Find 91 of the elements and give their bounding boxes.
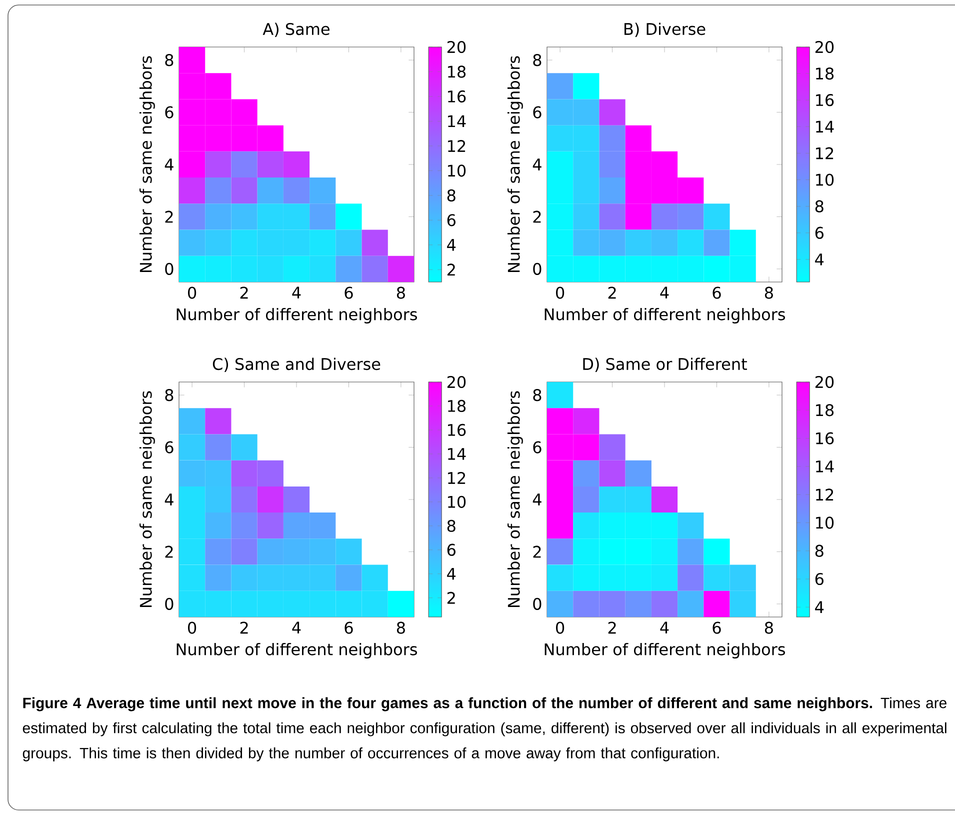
color-bar-label: 18 (448, 400, 466, 412)
x-tick-label: 0 (556, 286, 564, 299)
color-bar-label: 8 (447, 189, 456, 202)
color-bar-label: 14 (816, 120, 834, 132)
x-tick-label: 8 (396, 286, 405, 299)
x-tick-label: 2 (240, 286, 248, 299)
x-tick-label: 2 (608, 286, 616, 299)
color-bar-label: 10 (816, 516, 834, 529)
y-axis-title: Number of same neighbors (507, 56, 523, 272)
color-bar-label: 6 (815, 572, 824, 586)
color-bar-label: 4 (447, 568, 456, 580)
y-tick-label: 6 (533, 106, 542, 118)
y-axis-title: Number of same neighbors (507, 391, 523, 607)
x-tick-label: 8 (764, 622, 773, 634)
x-tick-label: 6 (712, 622, 721, 634)
y-tick-label: 0 (533, 598, 542, 610)
x-tick-label: 6 (344, 286, 353, 299)
color-bar-label: 10 (448, 164, 466, 177)
x-tick-label: 4 (292, 286, 301, 298)
y-tick-label: 4 (164, 494, 174, 506)
x-axis-title: Number of different neighbors (176, 642, 417, 658)
x-tick-label: 2 (608, 622, 616, 634)
color-bar-label: 12 (816, 147, 834, 160)
color-bar-label: 20 (447, 376, 466, 388)
color-bar-label: 16 (816, 432, 834, 444)
chart-title: D) Same or Different (583, 358, 747, 372)
x-tick-label: 0 (188, 622, 196, 634)
color-bar-label: 20 (815, 376, 834, 388)
x-axis-title: Number of different neighbors (544, 642, 785, 658)
color-bar-label: 10 (448, 496, 466, 508)
color-bar-label: 8 (815, 544, 824, 557)
color-bar-label: 2 (447, 592, 455, 604)
y-tick-label: 2 (533, 546, 541, 558)
x-tick-label: 2 (240, 622, 248, 634)
color-bar-label: 12 (816, 488, 834, 501)
x-tick-label: 0 (188, 286, 196, 299)
color-bar-label: 16 (448, 90, 466, 103)
x-tick-label: 8 (396, 622, 405, 634)
color-bar-label: 12 (448, 472, 466, 484)
y-tick-label: 6 (533, 441, 542, 454)
y-tick-label: 2 (165, 546, 173, 558)
color-bar-label: 18 (816, 404, 834, 416)
y-tick-label: 4 (532, 158, 542, 170)
y-tick-label: 6 (165, 106, 174, 118)
color-bar-label: 10 (816, 174, 834, 186)
y-tick-label: 0 (533, 262, 542, 275)
color-bar-label: 6 (815, 226, 824, 239)
chart-title: B) Diverse (624, 22, 706, 37)
color-bar-label: 6 (447, 544, 456, 556)
color-bar-label: 14 (816, 460, 834, 472)
y-tick-label: 8 (533, 54, 542, 66)
x-tick-label: 0 (556, 622, 564, 634)
text: Figure 4 Average time until next move in the four games as a function of the number of different and same neighbors. Times are estimated by first calculating the total time each neighbor configuration (same, different) is observed over all individuals in all experimental groups. This time is then divided by the number of occurrences of a move away from that configuration. (22, 697, 946, 762)
color-bar-label: 2 (447, 264, 455, 276)
y-tick-label: 4 (164, 158, 174, 170)
color-bar-label: 18 (816, 67, 834, 80)
y-tick-label: 6 (165, 441, 174, 454)
x-tick-label: 4 (292, 622, 301, 634)
y-tick-label: 8 (533, 388, 542, 402)
color-bar-label: 8 (447, 520, 456, 532)
y-axis-title: Number of same neighbors (139, 391, 155, 607)
x-axis-title: Number of different neighbors (176, 308, 417, 324)
y-tick-label: 2 (533, 210, 541, 223)
x-tick-label: 6 (712, 286, 721, 299)
color-bar-label: 8 (815, 200, 824, 212)
color-bar-label: 16 (816, 94, 834, 106)
x-axis-title: Number of different neighbors (544, 308, 785, 324)
color-bar-label: 6 (447, 214, 456, 226)
color-bar-label: 12 (448, 140, 466, 152)
color-bar-label: 20 (447, 40, 466, 54)
y-tick-label: 0 (165, 262, 174, 275)
color-bar-label: 20 (815, 40, 834, 54)
color-bar-label: 16 (448, 424, 466, 436)
color-bar-label: 14 (448, 448, 466, 460)
x-tick-label: 8 (764, 286, 773, 299)
x-tick-label: 4 (660, 286, 669, 298)
color-bar-label: 14 (448, 115, 466, 128)
x-tick-label: 6 (344, 622, 353, 634)
chart-title: C) Same and Diverse (212, 358, 380, 372)
y-tick-label: 8 (165, 388, 174, 402)
y-axis-title: Number of same neighbors (139, 56, 155, 272)
color-bar-label: 4 (447, 239, 456, 251)
chart-title: A) Same (262, 22, 330, 37)
color-bar-label: 4 (815, 601, 824, 613)
y-tick-label: 4 (532, 494, 542, 506)
y-tick-label: 8 (165, 54, 174, 66)
color-bar-label: 4 (815, 254, 824, 266)
color-bar-label: 18 (448, 66, 466, 78)
y-tick-label: 0 (165, 598, 174, 610)
x-tick-label: 4 (660, 622, 669, 634)
y-tick-label: 2 (165, 210, 173, 223)
